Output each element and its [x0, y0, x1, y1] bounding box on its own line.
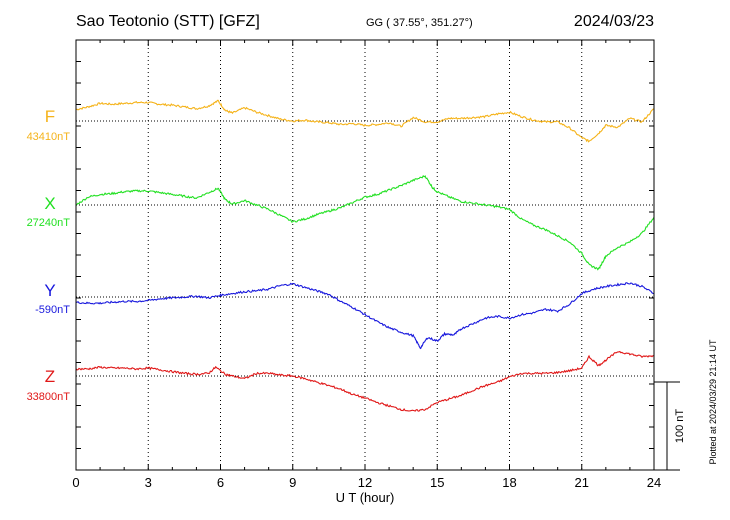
series-baseline-label-F: 43410nT	[27, 131, 71, 143]
series-line-F	[75, 99, 655, 143]
coords-label: GG ( 37.55°, 351.27°)	[366, 17, 473, 29]
x-tick-label-9: 9	[289, 475, 296, 490]
series-baseline-label-X: 27240nT	[27, 217, 71, 229]
x-tick-label-3: 3	[145, 475, 152, 490]
x-tick-label-21: 21	[575, 475, 589, 490]
scale-bar	[654, 381, 680, 471]
series-line-X	[75, 175, 655, 271]
x-axis-title: U T (hour)	[336, 490, 395, 505]
x-tick-label-12: 12	[358, 475, 372, 490]
x-tick-label-18: 18	[502, 475, 516, 490]
x-tick-label-0: 0	[72, 475, 79, 490]
series-baseline-label-Z: 33800nT	[27, 391, 71, 403]
series-group	[75, 99, 655, 412]
series-line-Y	[75, 282, 654, 350]
station-title: Sao Teotonio (STT) [GFZ]	[76, 13, 260, 30]
plotted-at-note: Plotted at 2024/03/29 21:14 UT	[708, 339, 718, 465]
series-line-Z	[75, 350, 655, 412]
x-tick-label-15: 15	[430, 475, 444, 490]
axis-ticks	[75, 39, 655, 471]
x-tick-label-6: 6	[217, 475, 224, 490]
series-name-F: F	[45, 107, 55, 126]
series-name-Y: Y	[44, 281, 55, 300]
date-label: 2024/03/23	[574, 13, 654, 30]
series-labels: F 43410nT X 27240nT Y -590nT Z 33800nT	[27, 107, 71, 403]
series-name-Z: Z	[45, 367, 55, 386]
series-baseline-label-Y: -590nT	[35, 304, 70, 316]
series-name-X: X	[44, 194, 55, 213]
x-tick-labels: 0 3 6 9 12 15 18 21 24	[72, 475, 661, 490]
x-tick-label-24: 24	[647, 475, 661, 490]
scale-bar-label: 100 nT	[674, 409, 686, 444]
